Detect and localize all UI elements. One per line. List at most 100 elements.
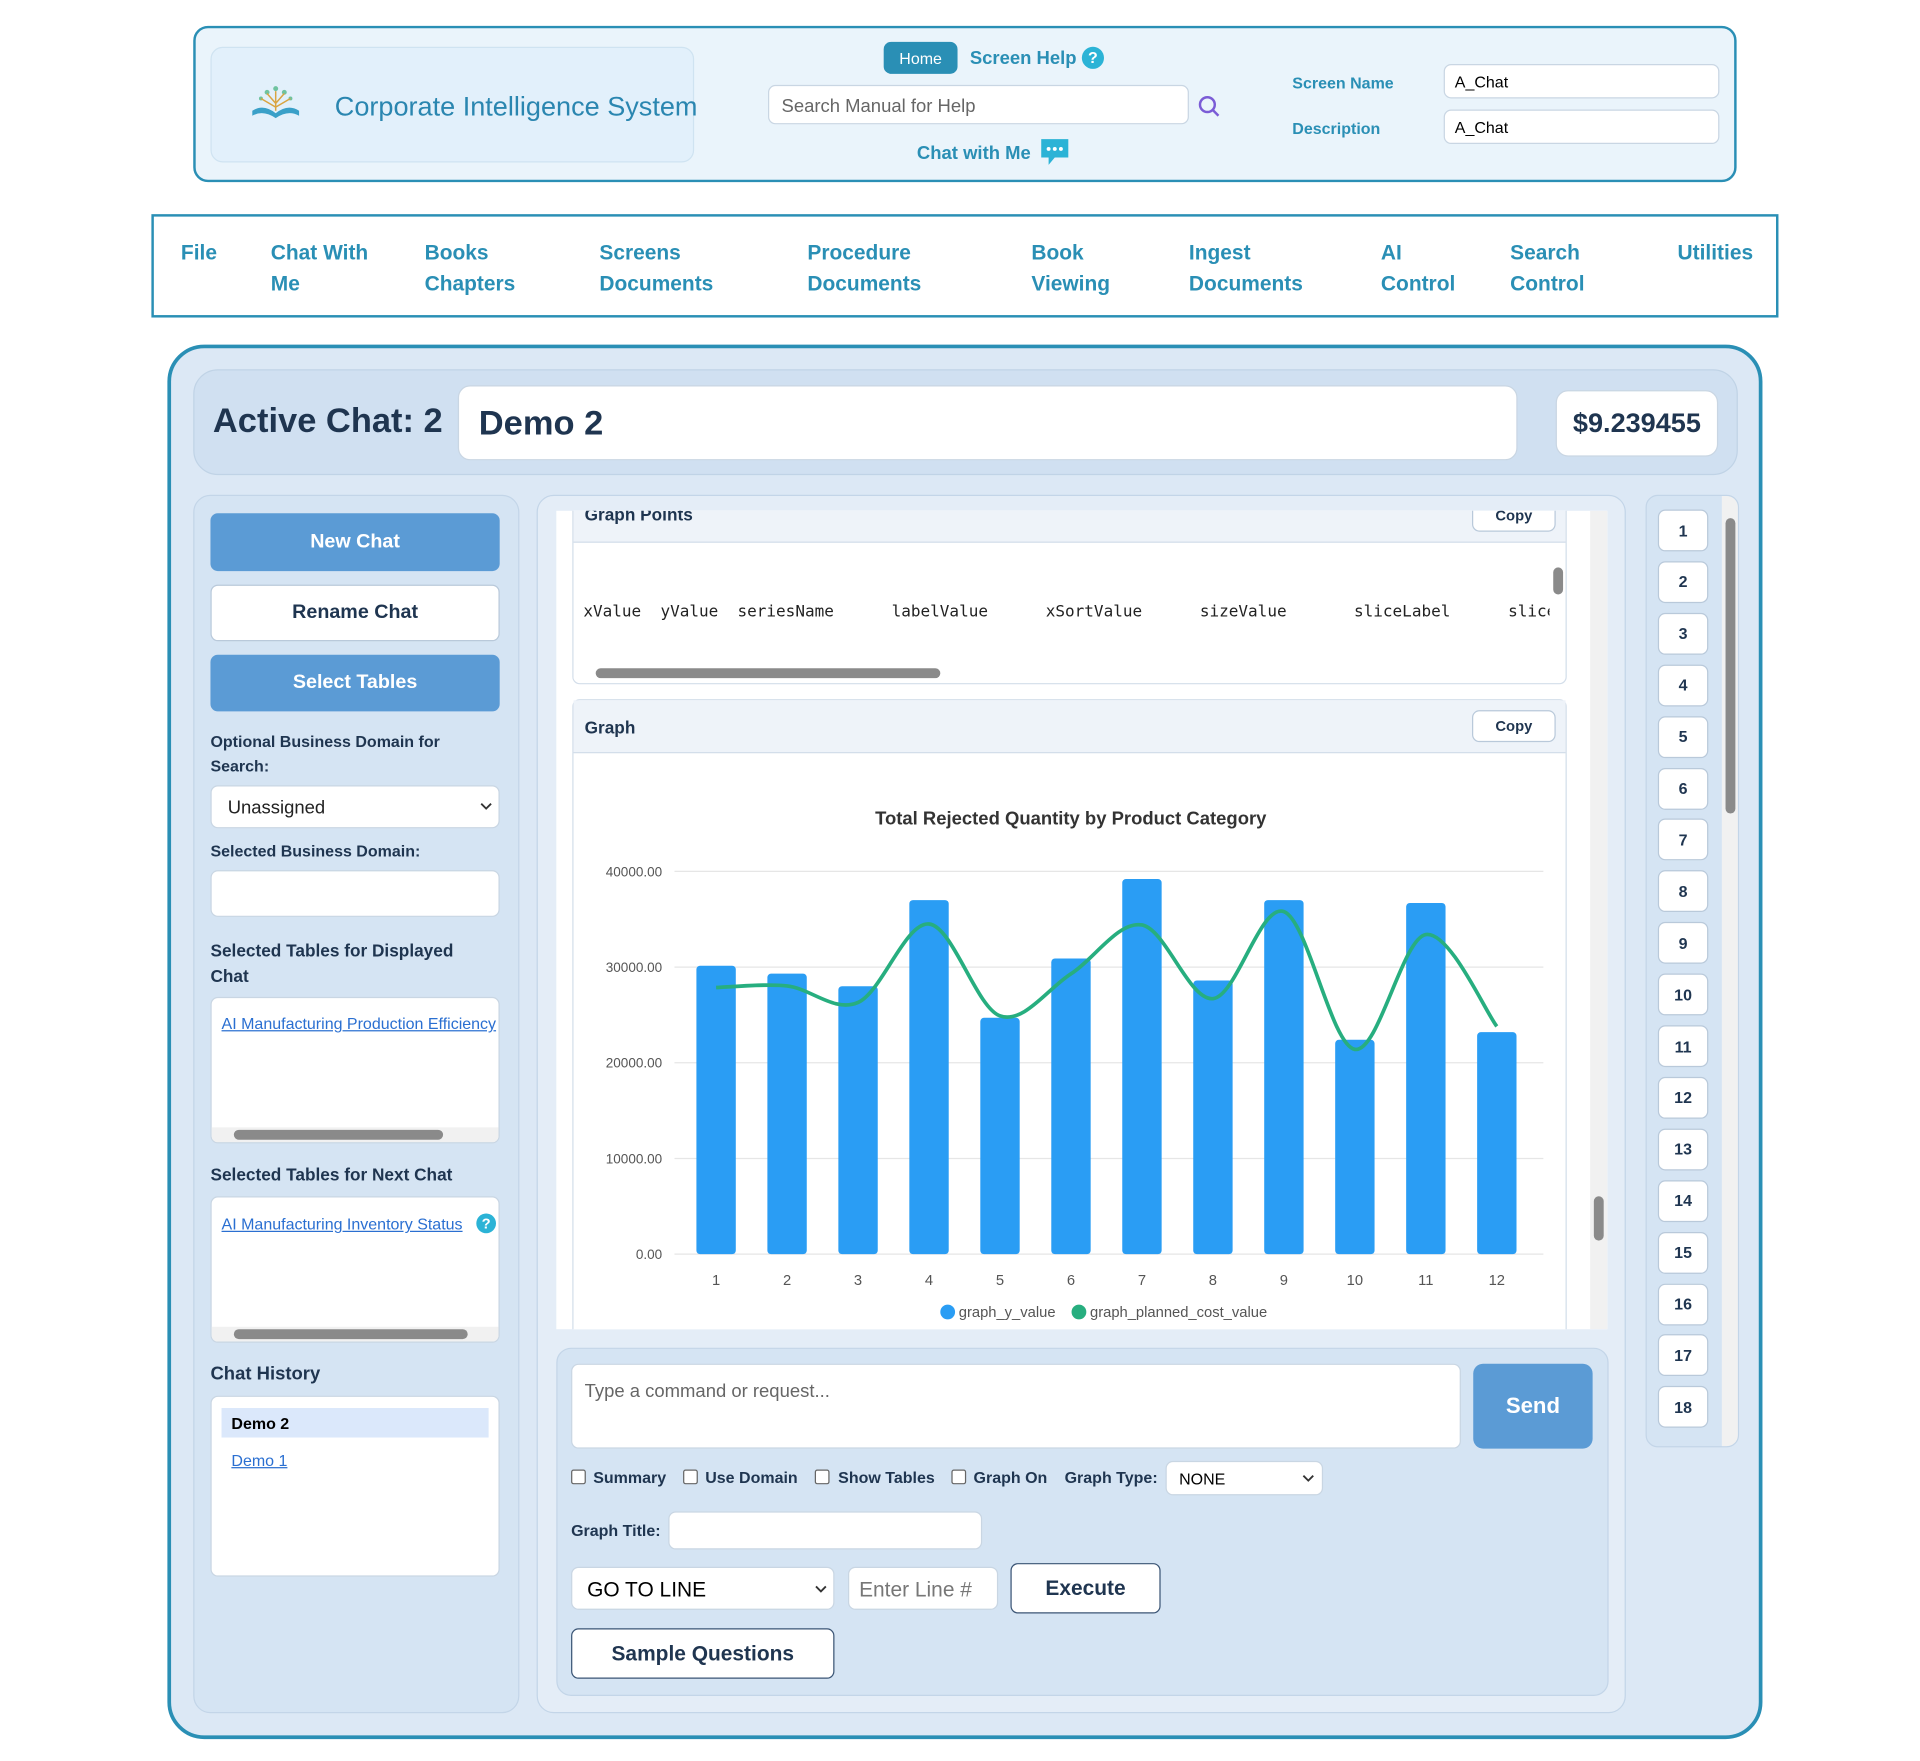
x-tick-label: 10 xyxy=(1347,1273,1363,1289)
menu-item[interactable]: AI Control xyxy=(1380,241,1456,296)
line xyxy=(716,909,1499,1052)
graph-points-table: xValue yValue seriesName labelValue xSor… xyxy=(583,551,1549,668)
checkbox[interactable] xyxy=(571,1469,586,1485)
execute-button[interactable]: Execute xyxy=(1010,1563,1161,1614)
checkbox[interactable] xyxy=(683,1469,698,1485)
checkbox-label: Use Domain xyxy=(705,1468,798,1487)
checkbox[interactable] xyxy=(814,1469,830,1485)
page-button[interactable]: 15 xyxy=(1657,1231,1709,1274)
x-tick-label: 2 xyxy=(783,1273,791,1289)
domain-select[interactable]: Unassigned xyxy=(210,785,500,829)
checkbox[interactable] xyxy=(951,1469,967,1485)
x-tick-label: 1 xyxy=(712,1273,720,1289)
page-button[interactable]: 18 xyxy=(1657,1386,1709,1429)
chat-with-me[interactable]: Chat with Me xyxy=(916,142,1031,164)
y-tick-label: 30000.00 xyxy=(606,960,662,975)
x-tick-label: 7 xyxy=(1138,1273,1146,1289)
table-link[interactable]: AI Manufacturing Production Efficiency xyxy=(221,1014,497,1033)
bar xyxy=(1122,879,1162,1255)
copy-button[interactable]: Copy xyxy=(1471,710,1556,743)
history-item[interactable]: Demo 1 xyxy=(231,1451,288,1470)
output-scroll: Graph Points Copy xValue yValue seriesNa… xyxy=(556,510,1608,1330)
page-button[interactable]: 6 xyxy=(1657,767,1709,810)
page-button[interactable]: 5 xyxy=(1657,715,1709,758)
page-button[interactable]: 16 xyxy=(1657,1283,1709,1325)
line-input[interactable]: Enter Line # xyxy=(847,1566,999,1610)
domain-label: Optional Business Domain for Search: xyxy=(210,732,440,776)
copy-button[interactable]: Copy xyxy=(1471,510,1556,532)
description-input[interactable]: A_Chat xyxy=(1443,109,1720,144)
checkbox-label: Graph On xyxy=(973,1468,1048,1487)
search-icon[interactable] xyxy=(1196,94,1221,119)
menu-item[interactable]: Book Viewing xyxy=(1031,241,1111,296)
graph-points-card: Graph Points Copy xValue yValue seriesNa… xyxy=(572,510,1567,685)
bar xyxy=(1477,1032,1517,1255)
screen-help[interactable]: Screen Help xyxy=(969,47,1077,69)
selected-domain-input[interactable] xyxy=(210,870,500,917)
screen-name-input[interactable]: A_Chat xyxy=(1443,63,1720,99)
page-button[interactable]: 9 xyxy=(1657,922,1709,964)
page-button[interactable]: 1 xyxy=(1657,509,1709,552)
goto-select[interactable]: GO TO LINE xyxy=(571,1566,835,1610)
x-tick-label: 4 xyxy=(925,1273,933,1289)
page-button[interactable]: 4 xyxy=(1657,664,1709,707)
help-icon[interactable]: ? xyxy=(476,1213,496,1234)
send-button[interactable]: Send xyxy=(1473,1363,1593,1449)
history-item-active[interactable]: Demo 2 xyxy=(221,1407,489,1438)
selected-domain-label: Selected Business Domain: xyxy=(210,841,421,861)
card-header xyxy=(573,700,1566,754)
page-button[interactable]: 8 xyxy=(1657,870,1709,913)
page-button[interactable]: 2 xyxy=(1657,561,1709,603)
x-tick-label: 11 xyxy=(1418,1273,1433,1289)
bar xyxy=(1335,1039,1375,1255)
y-tick-label: 0.00 xyxy=(636,1247,662,1262)
menu-item[interactable]: Ingest Documents xyxy=(1188,241,1303,296)
legend-swatch xyxy=(1071,1304,1087,1320)
graph-type-label: Graph Type: xyxy=(1064,1468,1158,1487)
x-tick-label: 5 xyxy=(996,1273,1004,1289)
chat-icon[interactable] xyxy=(1038,135,1072,167)
menu-item[interactable]: Utilities xyxy=(1677,241,1754,265)
active-chat-label: Active Chat: 2 xyxy=(212,401,443,440)
help-icon[interactable]: ? xyxy=(1081,46,1104,69)
bar xyxy=(1051,958,1091,1255)
page-button[interactable]: 3 xyxy=(1657,612,1709,655)
sample-questions-button[interactable]: Sample Questions xyxy=(571,1628,835,1679)
legend-label: graph_planned_cost_value xyxy=(1090,1305,1267,1321)
new-chat-button[interactable]: New Chat xyxy=(210,513,500,572)
page-button[interactable]: 11 xyxy=(1657,1025,1709,1068)
page-button[interactable]: 14 xyxy=(1657,1179,1709,1222)
table-link[interactable]: AI Manufacturing Inventory Status xyxy=(221,1214,463,1234)
history-label: Chat History xyxy=(210,1363,321,1385)
select-tables-button[interactable]: Select Tables xyxy=(210,654,500,712)
page-button[interactable]: 17 xyxy=(1657,1334,1709,1377)
graph-type-select[interactable]: NONE xyxy=(1165,1460,1324,1496)
table-header: xValue yValue seriesName labelValue xSor… xyxy=(583,603,1549,622)
menu-item[interactable]: File xyxy=(180,241,217,265)
rename-chat-button[interactable]: Rename Chat xyxy=(210,584,500,642)
menu-item[interactable]: Search Control xyxy=(1510,241,1585,296)
menu-item[interactable]: Chat With Me xyxy=(270,241,369,296)
x-tick-label: 9 xyxy=(1280,1273,1288,1289)
graph-card: Graph Copy Total Rejected Quantity by Pr… xyxy=(572,699,1567,1330)
command-input[interactable]: Type a command or request... xyxy=(571,1363,1461,1449)
page-button[interactable]: 7 xyxy=(1657,818,1709,861)
bar xyxy=(1193,980,1233,1255)
page-button[interactable]: 10 xyxy=(1657,973,1709,1016)
screen-name-label: Screen Name xyxy=(1292,73,1394,93)
search-input[interactable]: Search Manual for Help xyxy=(767,84,1189,125)
next-tables-label: Selected Tables for Next Chat xyxy=(210,1164,453,1184)
graph-title-input[interactable] xyxy=(668,1511,983,1550)
chat-name-input[interactable]: Demo 2 xyxy=(457,385,1518,461)
menu-item[interactable]: Screens Documents xyxy=(599,241,714,296)
checkbox-label: Summary xyxy=(593,1468,667,1487)
menu-item[interactable]: Books Chapters xyxy=(424,241,516,296)
menu-item[interactable]: Procedure Documents xyxy=(807,241,922,296)
page-button[interactable]: 13 xyxy=(1657,1128,1709,1171)
history-box: Demo 2 Demo 1 xyxy=(210,1395,500,1577)
card-title: Graph Points xyxy=(584,510,693,525)
home-button[interactable]: Home xyxy=(883,41,958,74)
bar xyxy=(767,973,807,1255)
page-button[interactable]: 12 xyxy=(1657,1076,1709,1119)
